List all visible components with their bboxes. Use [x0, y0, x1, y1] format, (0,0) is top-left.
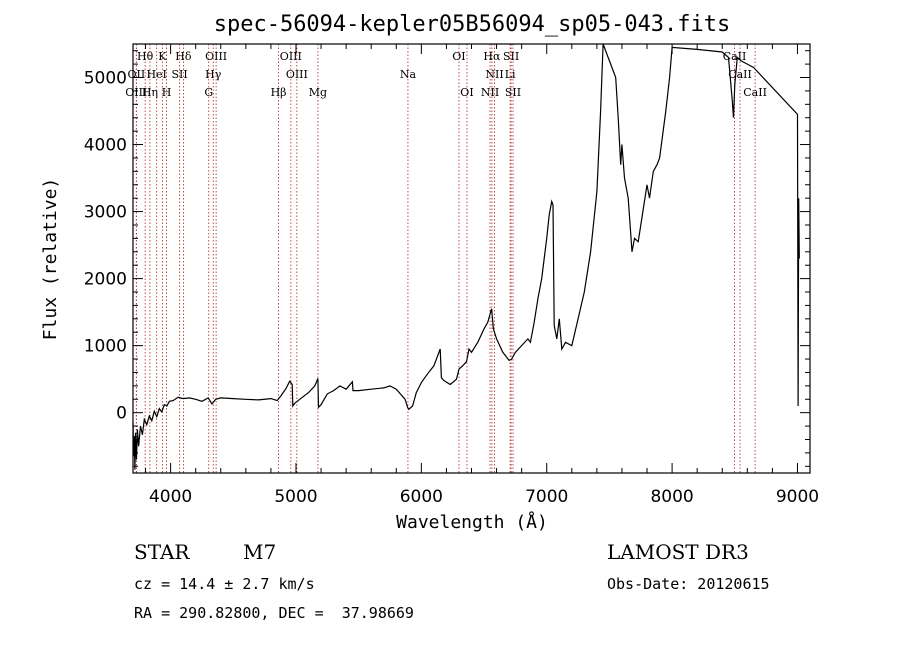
reference-line-label: OIII — [286, 68, 308, 81]
reference-lines — [135, 44, 756, 473]
chart-title: spec-56094-kepler05B56094_sp05-043.fits — [214, 12, 731, 37]
reference-line-label: CaII — [728, 68, 752, 81]
reference-line-label: OIII — [205, 50, 227, 63]
reference-line-label: Na — [400, 68, 417, 81]
reference-line-label: HeI — [146, 68, 166, 81]
redshift-text: cz = 14.4 ± 2.7 km/s — [134, 575, 315, 593]
reference-line-label: H — [162, 86, 172, 99]
y-tick-label: 1000 — [84, 337, 127, 357]
reference-line-label: OI — [460, 86, 473, 99]
y-tick-label: 0 — [116, 404, 127, 424]
reference-line-label: CaII — [743, 86, 767, 99]
reference-line-label: NII — [485, 68, 503, 81]
plot-frame — [132, 43, 811, 474]
x-tick-label: 5000 — [274, 487, 317, 507]
reference-line-label: Hδ — [175, 50, 192, 63]
y-axis-label: Flux (relative) — [40, 178, 61, 341]
survey-name: LAMOST DR3 — [607, 540, 749, 564]
reference-line-label: OI — [452, 50, 465, 63]
reference-line-label: Li — [505, 68, 516, 81]
x-tick-label: 6000 — [400, 487, 443, 507]
x-tick-label: 8000 — [650, 487, 693, 507]
reference-line-label: CaII — [723, 50, 747, 63]
x-tick-label: 9000 — [776, 487, 819, 507]
obs-date-text: Obs-Date: 20120615 — [607, 575, 770, 593]
object-class: STAR — [134, 540, 190, 564]
x-tick-label: 4000 — [149, 487, 192, 507]
reference-line-label: Hθ — [137, 50, 154, 63]
x-axis-ticks: 4000 5000 6000 7000 8000 9000 — [145, 44, 819, 507]
reference-line-label: Mg — [309, 86, 327, 99]
spectrum-line — [132, 43, 800, 470]
reference-line-label: Hγ — [205, 68, 222, 81]
reference-line-label: G — [204, 86, 213, 99]
reference-line-label: NII — [481, 86, 499, 99]
coordinates-text: RA = 290.82800, DEC = 37.98669 — [134, 604, 414, 622]
y-axis-ticks: 0 1000 2000 3000 4000 5000 — [84, 50, 810, 467]
y-tick-label: 3000 — [84, 203, 127, 223]
reference-line-label: OIII — [125, 86, 147, 99]
reference-line-label: Hα — [483, 50, 501, 63]
reference-line-label: SII — [172, 68, 188, 81]
reference-line-label: Hη — [142, 86, 158, 99]
reference-line-label: K — [158, 50, 167, 63]
reference-line-label: SII — [505, 86, 521, 99]
reference-line-label: OIII — [280, 50, 302, 63]
reference-line-label: OII — [128, 68, 146, 81]
x-tick-label: 7000 — [525, 487, 568, 507]
y-tick-label: 2000 — [84, 270, 127, 290]
x-axis-label: Wavelength (Å) — [396, 511, 548, 533]
reference-line-label: SII — [503, 50, 519, 63]
y-tick-label: 4000 — [84, 136, 127, 156]
reference-line-label: Hβ — [271, 86, 287, 99]
object-subclass: M7 — [243, 540, 277, 564]
y-tick-label: 5000 — [84, 69, 127, 89]
